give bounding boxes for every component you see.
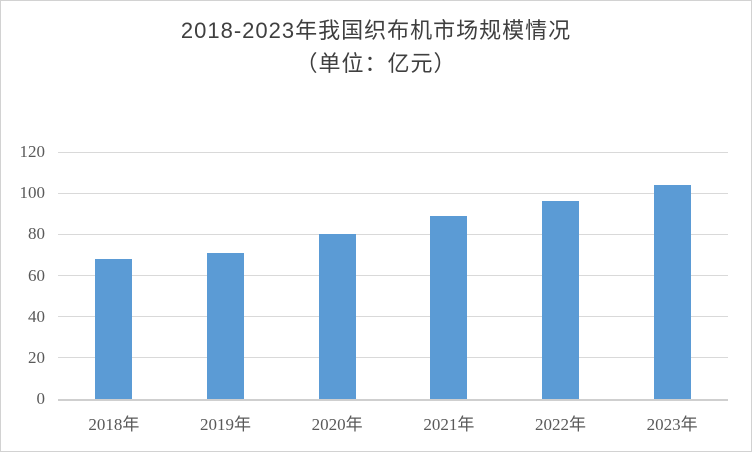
y-tick-label-100: 100: [19, 183, 46, 203]
chart-title: 2018-2023年我国织布机市场规模情况 （单位：亿元）: [1, 14, 751, 80]
bar-2018年: [95, 259, 133, 399]
plot-area: [58, 151, 728, 401]
gridline-100: [58, 192, 728, 194]
bar-2021年: [430, 215, 468, 399]
x-tick-label-2018年: 2018年: [88, 415, 140, 434]
gridline-120: [58, 151, 728, 153]
y-tick-label-60: 60: [28, 265, 45, 285]
y-tick-label-120: 120: [19, 142, 46, 161]
bar-2022年: [542, 201, 579, 399]
gridline-80: [58, 233, 728, 235]
x-tick-label-2019年: 2019年: [200, 415, 251, 434]
x-axis-labels: 2018年 2019年 2020年 2021年 2022年 2023年: [58, 410, 728, 438]
x-tick-label-2020年: 2020年: [311, 415, 363, 434]
y-tick-label-0: 0: [36, 389, 46, 408]
y-tick-label-80: 80: [28, 224, 45, 244]
gridline-20: [58, 357, 728, 359]
bar-2023年: [653, 184, 691, 399]
chart-title-line2: （单位：亿元）: [295, 51, 457, 76]
y-tick-label-40: 40: [28, 306, 45, 326]
x-tick-label-2022年: 2022年: [535, 415, 586, 434]
bar-2019年: [207, 252, 244, 399]
bar-2020年: [318, 234, 356, 399]
chart-title-line1: 2018-2023年我国织布机市场规模情况: [180, 18, 572, 43]
y-tick-label-20: 20: [28, 347, 45, 367]
gridline-40: [58, 316, 728, 318]
gridline-60: [58, 275, 728, 276]
x-tick-label-2023年: 2023年: [646, 415, 698, 434]
y-axis-labels: 0 20 40 60 80 100 120: [1, 142, 46, 408]
x-tick-label-2021年: 2021年: [423, 415, 475, 434]
